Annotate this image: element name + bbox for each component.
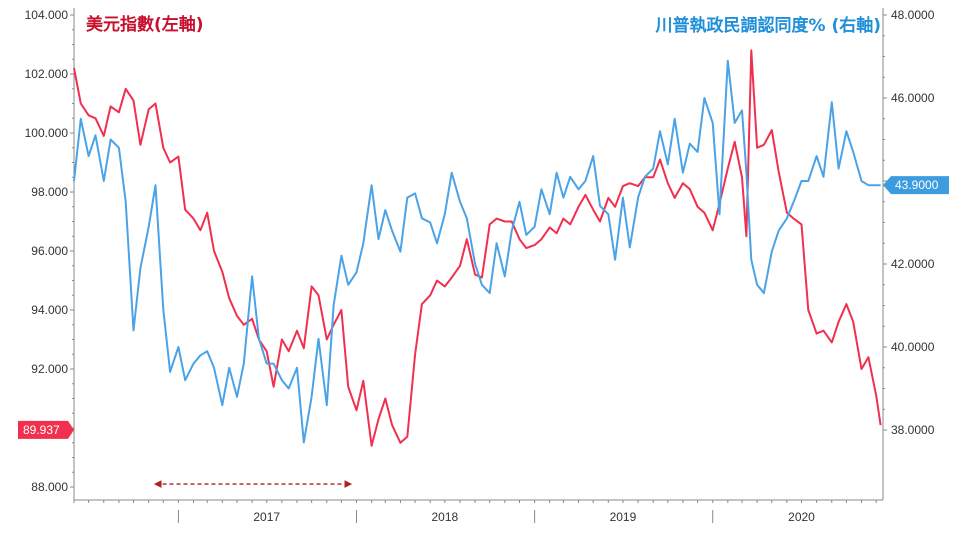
left-tick-label: 104.000: [25, 8, 69, 22]
left-tick-label: 98.000: [31, 185, 68, 199]
left-tick-label: 102.000: [25, 67, 69, 81]
x-tick-label: 2019: [610, 510, 637, 524]
right-tick-label: 40.0000: [891, 340, 935, 354]
left-tick-label: 100.000: [25, 126, 69, 140]
right-last-value-tag: [883, 176, 949, 195]
x-tick-label: 2018: [431, 510, 458, 524]
x-tick-label: 2017: [253, 510, 280, 524]
left-last-value-label: 89.937: [23, 423, 60, 437]
left-tick-label: 96.000: [31, 244, 68, 258]
dxy-series-line: [73, 49, 882, 447]
left-tick-label: 94.000: [31, 303, 68, 317]
x-tick-label: 2020: [788, 510, 815, 524]
right-tick-label: 38.0000: [891, 423, 935, 437]
right-axis-title: 川普執政民調認同度% (右軸): [655, 16, 882, 36]
left-tick-label: 88.000: [31, 480, 68, 494]
left-axis-title: 美元指數(左軸): [86, 15, 204, 35]
left-tick-label: 92.000: [31, 362, 68, 376]
right-tick-label: 42.0000: [891, 257, 935, 271]
right-tick-label: 46.0000: [891, 91, 935, 105]
right-last-value-label: 43.9000: [895, 178, 939, 192]
left-last-value-tag: [18, 420, 74, 439]
approval-series-line: [73, 59, 881, 444]
right-tick-label: 48.0000: [891, 8, 935, 22]
